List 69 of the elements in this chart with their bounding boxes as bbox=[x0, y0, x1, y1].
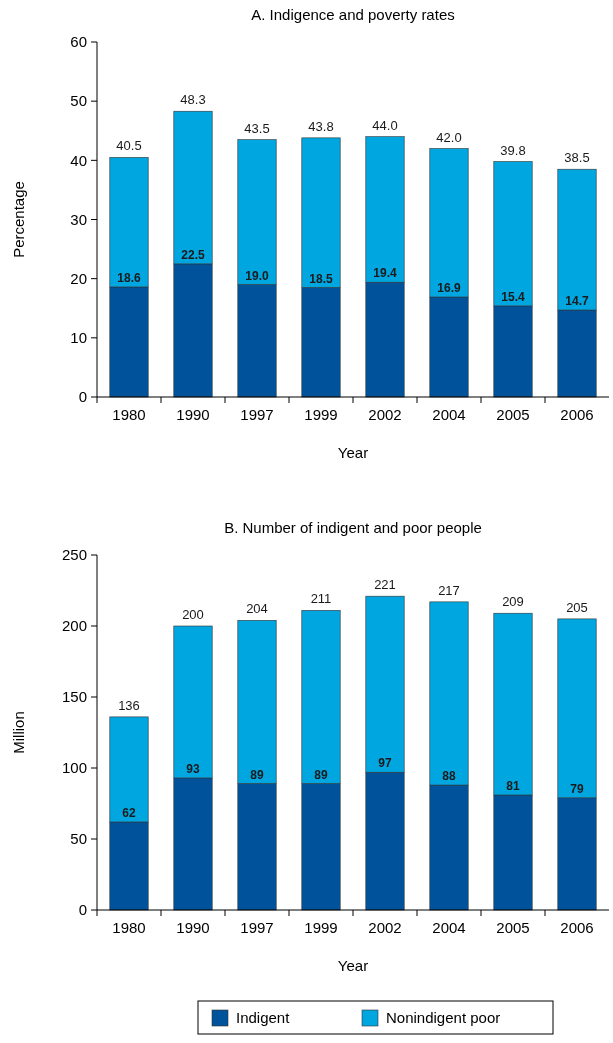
total-label: 136 bbox=[118, 697, 140, 713]
y-tick-label: 60 bbox=[70, 33, 87, 51]
y-tick-label: 0 bbox=[78, 901, 87, 919]
data-label: 79 bbox=[570, 781, 584, 796]
y-tick-label: 0 bbox=[78, 388, 87, 406]
total-label: 200 bbox=[182, 607, 204, 622]
y-axis-title: Percentage bbox=[10, 181, 27, 258]
x-tick-label: 2002 bbox=[368, 406, 402, 423]
x-tick-label: 2002 bbox=[368, 919, 402, 936]
x-tick-label: 2005 bbox=[496, 406, 530, 423]
total-label: 43.5 bbox=[244, 120, 270, 136]
data-label: 14.7 bbox=[565, 294, 589, 309]
x-tick-label: 1997 bbox=[240, 919, 274, 936]
x-tick-label: 1997 bbox=[240, 406, 274, 423]
data-label: 89 bbox=[314, 767, 328, 782]
data-label: 16.9 bbox=[437, 281, 461, 296]
data-label: 93 bbox=[186, 761, 200, 776]
x-tick-label: 2006 bbox=[560, 919, 594, 936]
data-label: 18.6 bbox=[117, 270, 141, 285]
data-label: 88 bbox=[442, 769, 456, 784]
y-tick-label: 100 bbox=[61, 759, 87, 777]
total-label: 211 bbox=[310, 591, 332, 607]
total-label: 44.0 bbox=[372, 117, 398, 133]
x-tick-label: 1990 bbox=[176, 406, 210, 423]
data-label: 97 bbox=[378, 756, 392, 771]
total-label: 209 bbox=[502, 594, 524, 610]
x-tick-label: 1980 bbox=[112, 406, 146, 423]
x-tick-label: 2005 bbox=[496, 919, 530, 936]
y-tick-label: 200 bbox=[61, 617, 87, 635]
y-tick-label: 50 bbox=[70, 830, 87, 848]
total-label: 221 bbox=[374, 577, 396, 593]
x-tick-label: 1999 bbox=[304, 919, 338, 936]
total-label: 48.3 bbox=[180, 92, 206, 108]
total-label: 40.5 bbox=[116, 138, 142, 154]
x-tick-label: 1990 bbox=[176, 919, 210, 936]
x-axis-title: Year bbox=[337, 957, 369, 974]
data-label: 15.4 bbox=[501, 289, 525, 304]
data-label: 18.5 bbox=[309, 271, 333, 286]
y-tick-label: 150 bbox=[61, 688, 87, 706]
legend-label: Nonindigent poor bbox=[386, 1009, 501, 1026]
total-label: 38.5 bbox=[564, 150, 590, 166]
y-tick-label: 50 bbox=[70, 92, 87, 110]
y-tick-label: 250 bbox=[61, 546, 87, 564]
y-tick-label: 10 bbox=[70, 329, 87, 347]
x-tick-label: 2004 bbox=[432, 919, 466, 936]
total-label: 39.8 bbox=[500, 142, 526, 158]
total-label: 42.0 bbox=[436, 129, 462, 145]
total-label: 205 bbox=[566, 599, 588, 615]
data-label: 62 bbox=[122, 805, 136, 820]
y-tick-label: 20 bbox=[70, 269, 87, 287]
y-tick-label: 40 bbox=[70, 151, 87, 169]
data-label: 19.4 bbox=[373, 266, 397, 281]
total-label: 43.8 bbox=[308, 118, 334, 134]
data-label: 89 bbox=[250, 767, 264, 782]
total-label: 204 bbox=[246, 601, 268, 617]
x-tick-label: 1980 bbox=[112, 919, 146, 936]
x-tick-label: 2006 bbox=[560, 406, 594, 423]
y-axis-title: Million bbox=[10, 711, 27, 754]
chart-title: B. Number of indigent and poor people bbox=[224, 519, 482, 536]
data-label: 81 bbox=[506, 778, 520, 793]
x-tick-label: 1999 bbox=[304, 406, 338, 423]
data-label: 19.0 bbox=[245, 268, 269, 283]
x-tick-label: 2004 bbox=[432, 406, 466, 423]
x-axis-title: Year bbox=[337, 444, 369, 461]
total-label: 217 bbox=[438, 582, 460, 598]
legend-label: Indigent bbox=[236, 1009, 291, 1026]
y-tick-label: 30 bbox=[70, 210, 87, 228]
chart-title: A. Indigence and poverty rates bbox=[251, 6, 455, 23]
data-label: 22.5 bbox=[181, 247, 205, 262]
